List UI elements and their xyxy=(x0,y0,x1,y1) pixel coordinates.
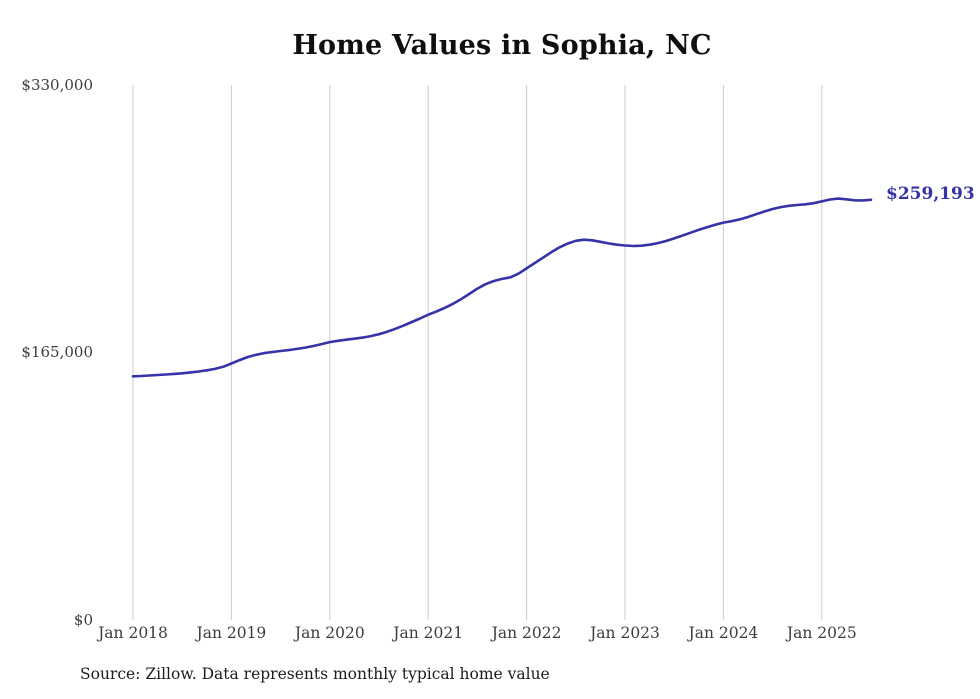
y-axis-tick-label: $330,000 xyxy=(21,76,93,94)
gridlines xyxy=(132,85,823,620)
x-axis-tick-label: Jan 2021 xyxy=(393,624,464,642)
source-note: Source: Zillow. Data represents monthly … xyxy=(80,665,550,683)
y-axis-tick-label: $165,000 xyxy=(21,343,93,361)
y-axis-tick-label: $0 xyxy=(73,611,93,629)
trend-line xyxy=(131,197,873,378)
x-axis-tick-label: Jan 2018 xyxy=(98,624,168,642)
x-axis-tick-label: Jan 2022 xyxy=(491,624,562,642)
x-axis-tick-label: Jan 2023 xyxy=(590,624,660,642)
chart-title: Home Values in Sophia, NC xyxy=(292,30,712,61)
latest-value-label: $259,193 xyxy=(886,184,975,204)
x-axis-tick-label: Jan 2020 xyxy=(294,624,365,642)
x-axis-tick-label: Jan 2025 xyxy=(786,624,857,642)
x-axis-tick-label: Jan 2024 xyxy=(688,624,759,642)
x-axis-tick-label: Jan 2019 xyxy=(196,624,267,642)
